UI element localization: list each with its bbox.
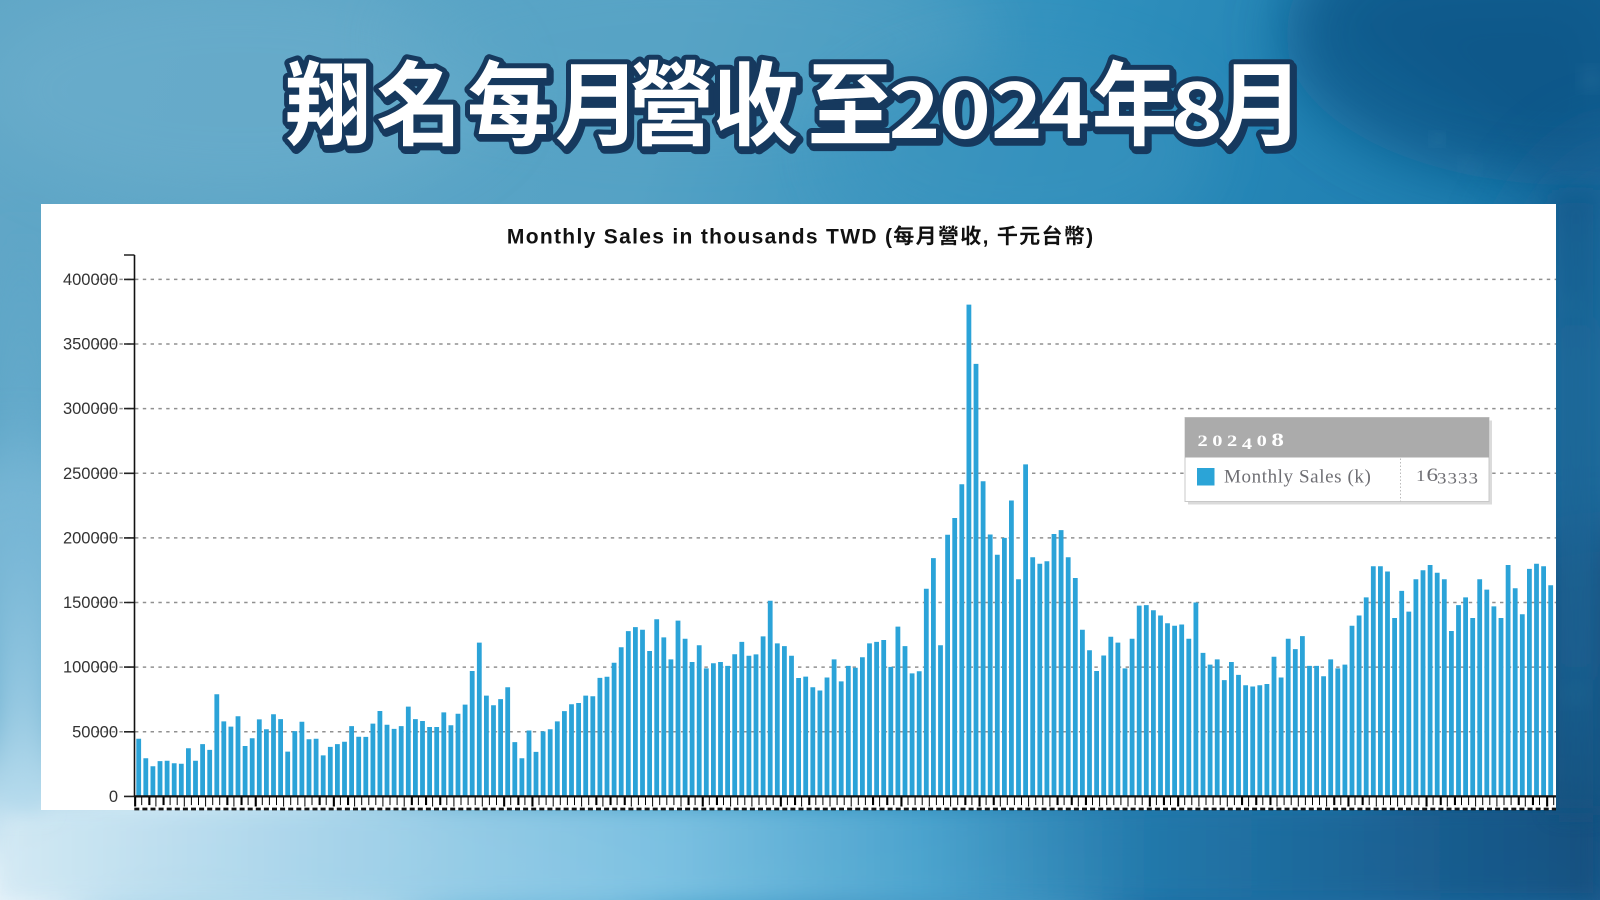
svg-text:2: 2 xyxy=(1227,432,1237,449)
svg-text:0: 0 xyxy=(109,788,118,806)
svg-text:,: , xyxy=(983,225,990,248)
svg-text:Monthly Sales in thousands TWD: Monthly Sales in thousands TWD ( xyxy=(507,225,893,248)
svg-text:): ) xyxy=(1086,225,1093,248)
svg-text:3: 3 xyxy=(1447,470,1456,487)
svg-text:3: 3 xyxy=(1458,470,1467,487)
svg-text:3: 3 xyxy=(1468,470,1477,487)
svg-text:0: 0 xyxy=(1257,432,1267,449)
svg-text:300000: 300000 xyxy=(63,400,118,418)
svg-text:200000: 200000 xyxy=(63,529,118,547)
svg-text:150000: 150000 xyxy=(63,594,118,612)
svg-text:1: 1 xyxy=(1416,468,1425,485)
svg-text:4: 4 xyxy=(1242,435,1252,452)
svg-text:2: 2 xyxy=(1198,432,1208,449)
svg-text:350000: 350000 xyxy=(63,336,118,354)
svg-text:250000: 250000 xyxy=(63,465,118,483)
svg-text:6: 6 xyxy=(1426,464,1438,486)
svg-text:Monthly Sales (k): Monthly Sales (k) xyxy=(1224,467,1371,488)
svg-text:100000: 100000 xyxy=(63,659,118,677)
svg-text:50000: 50000 xyxy=(72,723,118,741)
svg-text:8: 8 xyxy=(1271,429,1284,450)
svg-text:3: 3 xyxy=(1437,470,1446,487)
svg-text:400000: 400000 xyxy=(63,271,118,289)
svg-text:0: 0 xyxy=(1212,432,1222,449)
